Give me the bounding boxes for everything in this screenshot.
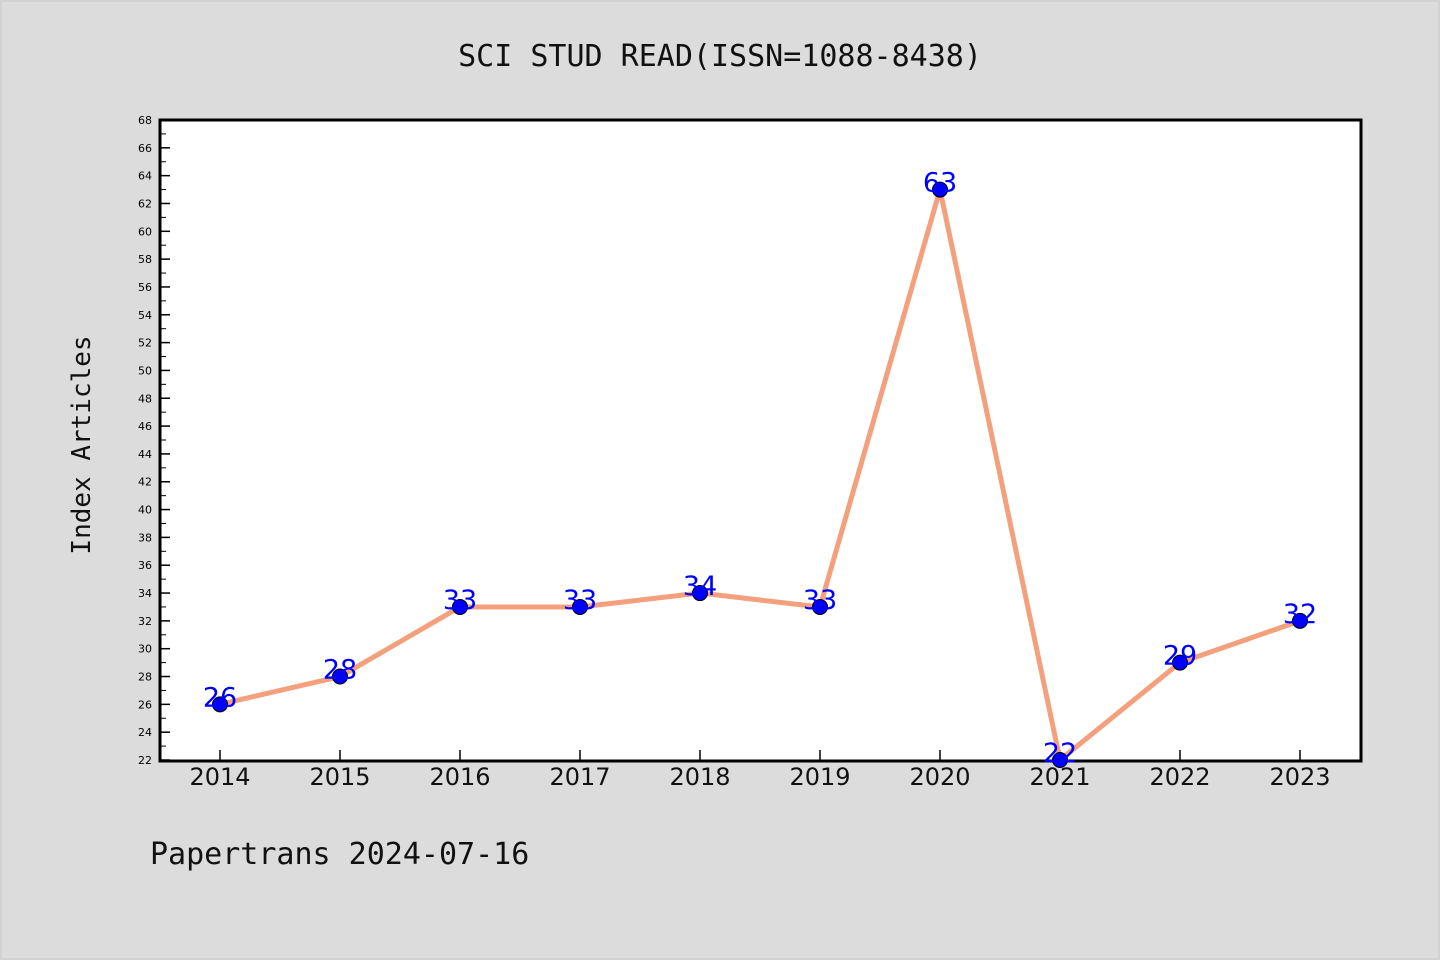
y-tick-label: 36 <box>138 559 152 572</box>
data-label: 29 <box>1163 641 1197 672</box>
y-axis-label: Index Articles <box>67 335 97 554</box>
y-tick-label: 50 <box>138 364 152 377</box>
data-points <box>212 181 1308 768</box>
y-axis: 22 24 26 28 30 32 34 36 38 40 42 44 46 48 50 52 54 56 58 60… <box>138 114 170 767</box>
x-tick-label: 2018 <box>669 763 730 791</box>
x-tick-label: 2016 <box>429 763 490 791</box>
chart-title: SCI STUD READ(ISSN=1088-8438) <box>458 39 982 74</box>
data-label: 32 <box>1283 599 1317 630</box>
y-tick-label: 44 <box>138 448 152 461</box>
y-tick-label: 56 <box>138 281 152 294</box>
data-labels: 26 28 33 33 34 33 63 22 29 32 <box>203 168 1317 769</box>
x-tick-label: 2015 <box>309 763 370 791</box>
data-label: 28 <box>323 655 357 686</box>
x-tick-label: 2020 <box>909 763 970 791</box>
plot-area <box>158 118 1363 763</box>
footer-credit: Papertrans 2024-07-16 <box>150 837 529 872</box>
y-tick-label: 60 <box>138 225 152 238</box>
data-point <box>572 598 588 615</box>
y-tick-label: 26 <box>138 698 152 711</box>
data-point <box>212 696 228 713</box>
data-point <box>1052 752 1068 768</box>
data-label: 34 <box>683 571 717 602</box>
x-tick-label: 2022 <box>1149 763 1210 791</box>
data-point <box>692 585 708 602</box>
data-point <box>1292 612 1308 629</box>
y-tick-label: 52 <box>138 337 152 350</box>
y-tick-label: 46 <box>138 420 152 433</box>
y-tick-label: 38 <box>138 531 152 544</box>
data-label: 26 <box>203 682 237 713</box>
y-tick-label: 24 <box>138 726 152 739</box>
y-tick-label: 40 <box>138 504 152 517</box>
x-tick-label: 2014 <box>189 763 250 791</box>
data-point <box>1172 654 1188 671</box>
x-tick-label: 2023 <box>1269 763 1330 791</box>
data-label: 33 <box>443 585 477 616</box>
data-label: 33 <box>803 585 837 616</box>
y-tick-label: 42 <box>138 476 152 489</box>
series-line <box>217 187 1303 763</box>
y-tick-label: 28 <box>138 671 152 684</box>
y-tick-label: 64 <box>138 170 152 183</box>
data-label: 63 <box>923 168 957 199</box>
y-tick-label: 62 <box>138 197 152 210</box>
y-tick-label: 66 <box>138 142 152 155</box>
y-tick-label: 54 <box>138 309 152 322</box>
data-point <box>332 668 348 685</box>
data-label: 22 <box>1043 738 1077 769</box>
x-tick-label: 2019 <box>789 763 850 791</box>
y-tick-label: 22 <box>138 754 152 767</box>
y-tick-label: 32 <box>138 615 152 628</box>
x-tick-label: 2017 <box>549 763 610 791</box>
data-point <box>812 598 828 615</box>
data-point <box>932 181 948 198</box>
y-tick-label: 30 <box>138 643 152 656</box>
y-tick-label: 58 <box>138 253 152 266</box>
y-tick-label: 48 <box>138 392 152 405</box>
y-tick-label: 68 <box>138 114 152 127</box>
x-axis: 2014 2015 2016 2017 2018 2019 2020 2021 2022 2023 <box>189 750 1331 791</box>
data-label: 33 <box>563 585 597 616</box>
y-tick-label: 34 <box>138 587 152 600</box>
data-point <box>452 598 468 615</box>
